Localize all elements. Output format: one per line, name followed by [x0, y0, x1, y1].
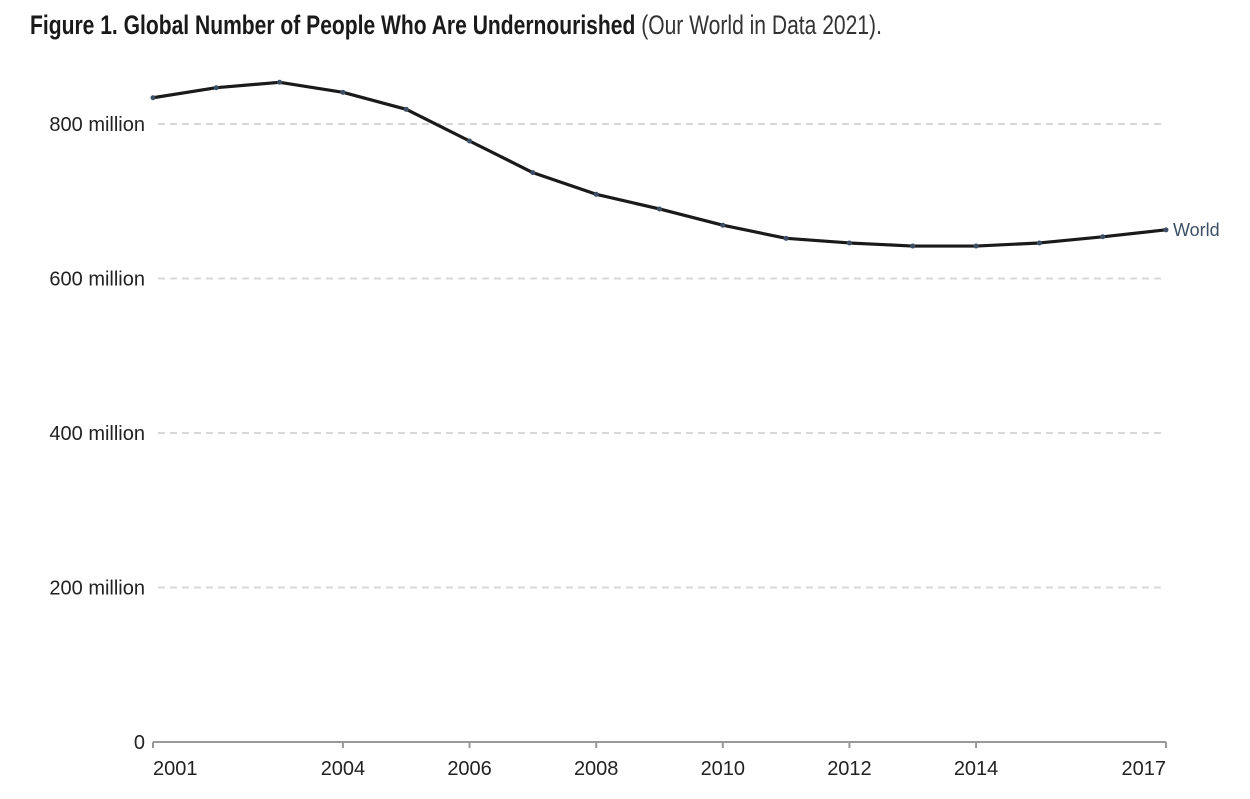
data-point: [910, 243, 916, 249]
data-point: [403, 106, 409, 112]
x-tick-label: 2010: [701, 758, 746, 780]
data-point: [657, 206, 662, 212]
data-point: [213, 85, 219, 91]
data-point: [150, 95, 156, 101]
data-point: [1163, 227, 1169, 233]
data-point: [593, 191, 599, 197]
x-tick-label: 2001: [153, 758, 198, 780]
y-tick-label: 800 million: [49, 114, 145, 136]
data-point: [783, 235, 789, 241]
y-tick-label: 200 million: [49, 578, 145, 600]
x-tick-label: 2006: [447, 758, 492, 780]
data-point: [720, 222, 726, 228]
data-point: [1100, 234, 1106, 240]
data-point: [530, 170, 536, 176]
data-point: [973, 243, 979, 249]
title-source: (Our World in Data 2021).: [635, 10, 882, 40]
data-point: [467, 138, 473, 144]
data-point: [1036, 240, 1042, 246]
y-tick-label: 400 million: [49, 423, 145, 445]
y-tick-label: 600 million: [49, 269, 145, 291]
data-point: [340, 89, 346, 95]
data-point: [846, 240, 852, 246]
data-point: [277, 79, 283, 85]
x-tick-label: 2017: [1122, 758, 1167, 780]
x-tick-label: 2012: [827, 758, 872, 780]
figure-title: Figure 1. Global Number of People Who Ar…: [30, 10, 882, 41]
y-tick-label: 0: [134, 732, 145, 754]
x-tick-label: 2014: [954, 758, 999, 780]
series-line-world: [152, 80, 1167, 248]
series-label-world: World: [1173, 220, 1220, 240]
x-tick-label: 2008: [574, 758, 619, 780]
x-tick-label: 2004: [321, 758, 366, 780]
title-main: Figure 1. Global Number of People Who Ar…: [30, 10, 636, 40]
